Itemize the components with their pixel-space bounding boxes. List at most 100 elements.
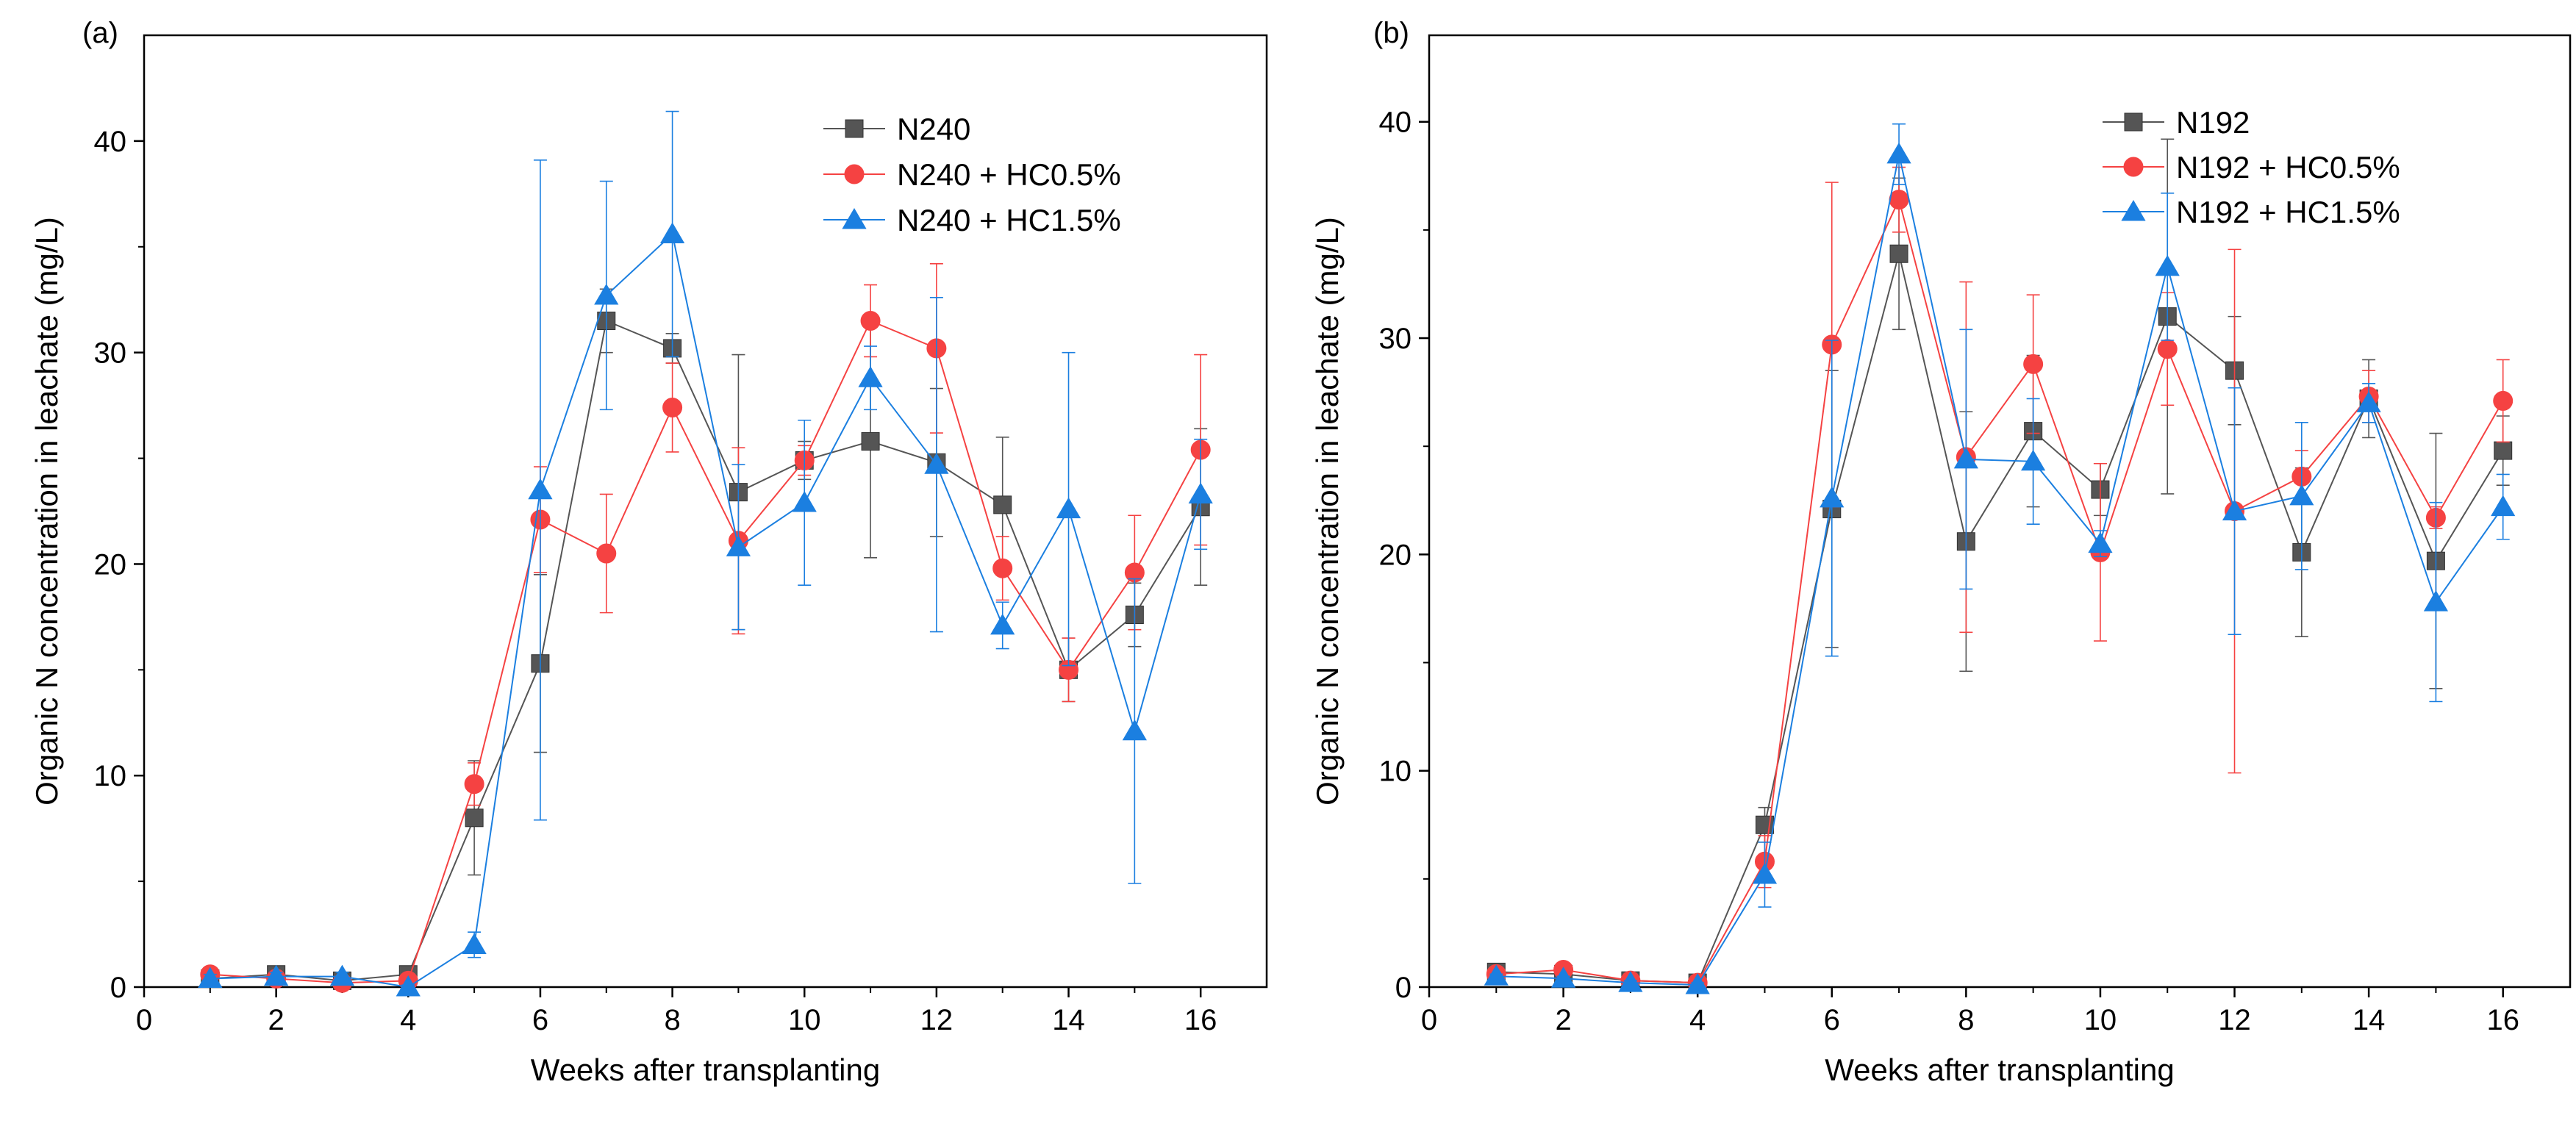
data-point	[860, 311, 881, 331]
x-tick-label: 16	[2486, 1004, 2519, 1036]
data-point	[858, 366, 883, 387]
series-3	[198, 110, 1213, 997]
data-point	[1618, 971, 1643, 992]
data-point	[2021, 449, 2046, 471]
series-line	[210, 232, 1202, 989]
y-tick-label: 40	[94, 126, 127, 158]
data-point	[329, 964, 355, 986]
data-point	[2023, 354, 2044, 374]
legend: N240 N240 + HC0.5% N240 + HC1.5%	[823, 112, 1121, 237]
data-point	[1953, 447, 1978, 469]
data-point	[2088, 531, 2113, 553]
x-tick-label: 14	[2353, 1004, 2386, 1036]
data-point	[594, 283, 619, 305]
x-tick-label: 2	[1555, 1004, 1571, 1036]
data-point	[264, 964, 289, 986]
data-point	[2494, 441, 2513, 460]
data-point	[1056, 497, 1081, 519]
legend-label: N192	[2176, 105, 2250, 140]
data-point	[990, 613, 1015, 635]
data-point	[993, 495, 1012, 514]
x-axis-title: Weeks after transplanting	[531, 1053, 880, 1087]
y-axis-title: Organic N concentration in leachate (mg/…	[1310, 217, 1345, 806]
data-point	[2155, 254, 2180, 276]
data-point	[992, 558, 1013, 578]
legend-label: N192 + HC1.5%	[2176, 195, 2400, 229]
legend-marker	[2123, 157, 2144, 177]
x-tick-label: 6	[532, 1004, 548, 1036]
data-point	[659, 222, 685, 244]
legend-marker	[2121, 200, 2146, 221]
data-point	[2356, 391, 2381, 412]
data-point	[464, 774, 484, 795]
legend: N192 N192 + HC0.5% N192 + HC1.5%	[2103, 105, 2400, 229]
data-point	[596, 543, 617, 564]
x-tick-label: 0	[136, 1004, 152, 1036]
x-tick-label: 10	[2084, 1004, 2117, 1036]
data-point	[2222, 499, 2247, 520]
x-tick-label: 6	[1824, 1004, 1840, 1036]
data-point	[2491, 495, 2516, 517]
x-tick-label: 0	[1421, 1004, 1437, 1036]
data-point	[924, 453, 949, 474]
data-point	[2157, 339, 2178, 359]
series-line	[210, 320, 1202, 982]
y-tick-label: 20	[1379, 539, 1412, 571]
x-axis-title: Weeks after transplanting	[1825, 1053, 2174, 1087]
data-point	[2493, 390, 2514, 411]
legend-label: N240 + HC0.5%	[897, 157, 1121, 192]
data-point	[1820, 486, 1845, 508]
legend-label: N240	[897, 112, 970, 146]
x-tick-label: 8	[664, 1004, 680, 1036]
data-point	[662, 397, 683, 417]
panel-label: (a)	[82, 17, 118, 49]
y-tick-label: 20	[94, 548, 127, 581]
data-point	[1889, 244, 1908, 263]
data-point	[726, 535, 751, 556]
series-line	[1496, 154, 2504, 986]
y-tick-label: 0	[110, 972, 126, 1004]
plot-frame	[143, 34, 1268, 989]
data-point	[396, 975, 421, 997]
data-point	[1889, 190, 1909, 210]
series-3	[1484, 123, 2516, 994]
y-tick-label: 10	[94, 760, 127, 792]
legend-label: N240 + HC1.5%	[897, 203, 1121, 237]
panel-a: (a) 0 2 4 6 8 10 12 14 16 0 10 20 30 40 Weeks after tra…	[29, 17, 1268, 1087]
y-tick-label: 10	[1379, 756, 1412, 788]
data-point	[1886, 142, 1911, 164]
data-point	[1685, 973, 1710, 994]
data-point	[462, 933, 487, 954]
y-tick-label: 30	[94, 337, 127, 370]
data-point	[861, 432, 880, 451]
data-point	[528, 478, 553, 500]
x-tick-label: 8	[1958, 1004, 1974, 1036]
data-point	[2289, 484, 2314, 506]
legend-marker	[845, 119, 864, 138]
data-point	[198, 967, 223, 988]
x-tick-label: 12	[920, 1004, 954, 1036]
x-tick-label: 4	[1689, 1004, 1706, 1036]
legend-marker	[842, 208, 867, 229]
panel-label: (b)	[1373, 17, 1409, 49]
legend-label: N192 + HC0.5%	[2176, 150, 2400, 184]
x-tick-label: 10	[788, 1004, 821, 1036]
x-tick-label: 2	[268, 1004, 285, 1036]
y-tick-label: 0	[1395, 972, 1412, 1004]
x-tick-label: 14	[1052, 1004, 1085, 1036]
legend-marker	[2124, 112, 2143, 132]
data-point	[465, 808, 484, 828]
x-tick-label: 12	[2218, 1004, 2251, 1036]
y-tick-label: 30	[1379, 323, 1412, 355]
x-tick-label: 16	[1184, 1004, 1217, 1036]
data-point	[1550, 967, 1576, 988]
panel-b: (b) 0 2 4 6 8 10 12 14 16 0 10 20 30 40 Weeks after tra…	[1310, 17, 2572, 1087]
data-point	[1484, 964, 1509, 986]
x-tick-label: 4	[400, 1004, 416, 1036]
series-line	[1496, 197, 2504, 984]
data-point	[1188, 482, 1213, 503]
plot-frame	[1428, 34, 2572, 989]
data-point	[1122, 719, 1147, 741]
